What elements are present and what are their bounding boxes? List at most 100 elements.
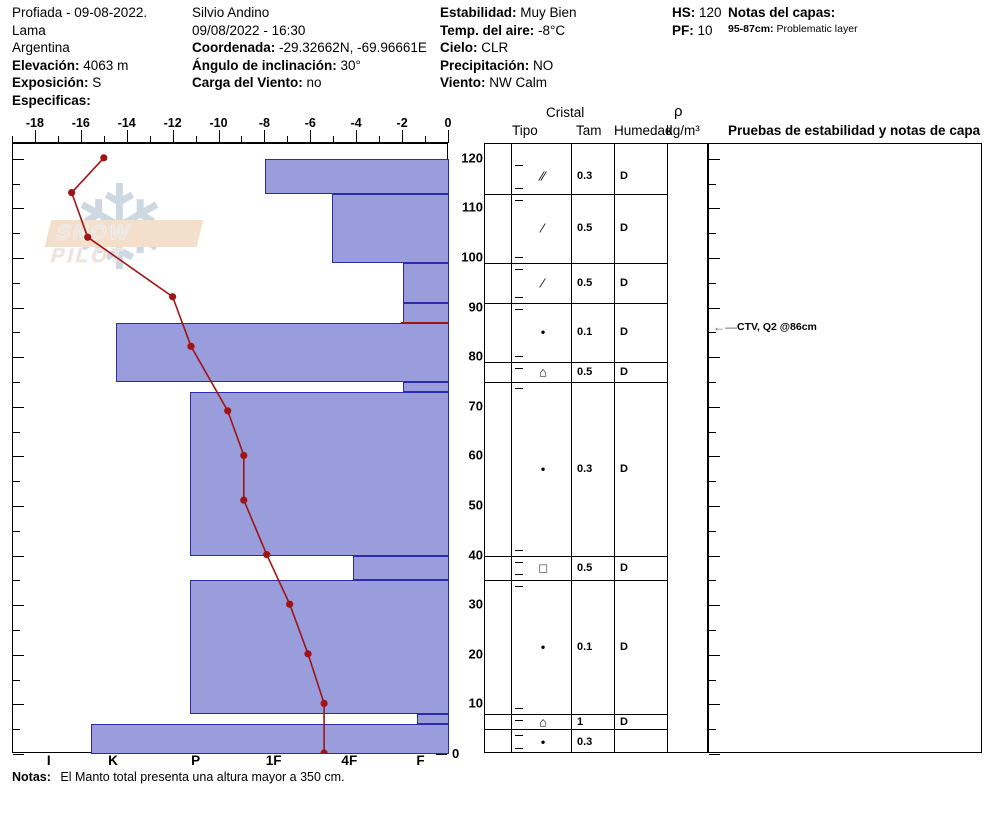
crystal-row-tick — [515, 586, 523, 588]
crystal-row-tick — [515, 356, 523, 358]
crystal-row-divider — [485, 555, 667, 557]
rounded-grains-icon: • — [540, 324, 546, 340]
temp-tick-minor — [149, 136, 151, 143]
hardness-label: F — [416, 753, 425, 768]
header-value: CLR — [477, 40, 509, 56]
temp-tick-minor — [12, 136, 13, 143]
temp-tick-major — [172, 130, 174, 143]
hardness-label: K — [108, 753, 118, 768]
faceted-crystals-icon: □ — [539, 560, 547, 576]
hardness-bar — [416, 714, 449, 725]
header-label: Temp. del aire: — [440, 22, 535, 38]
header-row: Lama — [12, 22, 190, 40]
header-label: HS: — [672, 5, 696, 20]
density-unit: kg/m³ — [666, 123, 700, 138]
crystal-row-tick — [515, 549, 523, 551]
depth-tick-minor — [13, 630, 20, 632]
header-label: Viento: — [440, 75, 486, 91]
temp-tick-major — [310, 130, 312, 143]
header-value: S — [88, 75, 102, 91]
header-value: NW Calm — [485, 75, 548, 91]
crystal-size: 0.3 — [577, 170, 593, 183]
weak-layer-marker — [400, 321, 449, 324]
footer-notes-label: Notas: — [12, 770, 51, 784]
header-value: 30° — [336, 57, 361, 73]
hardness-bar — [265, 158, 449, 194]
crystal-row-tick — [515, 561, 523, 563]
header-label: Elevación: — [12, 57, 80, 73]
decomposing-fragments-icon: ⁄⁄ — [540, 168, 546, 184]
hardness-bar — [331, 193, 449, 263]
depth-tick-major — [13, 258, 24, 260]
temp-tick-label: -6 — [304, 116, 316, 130]
crystal-row-divider — [485, 729, 667, 731]
depth-tick-minor — [13, 332, 20, 334]
depth-tick-major — [13, 456, 24, 458]
crystal-row-tick — [515, 368, 523, 370]
depth-zero-label: 0 — [452, 746, 460, 761]
crystal-row-divider — [485, 714, 667, 716]
crystal-row-tick — [515, 199, 523, 201]
depth-label: 20 — [468, 646, 483, 662]
crystal-table: ⁄⁄ 0.3 D ⁄ 0.5 D ⁄ 0.5 D • 0.1 D ⌂ 0.5 D • 0.3 D □ 0.5 D • 0.1… — [484, 143, 668, 753]
stability-tick-minor — [709, 282, 716, 284]
hardness-bar — [189, 580, 449, 715]
layer-note: 95-87cm: Problematic layer — [728, 22, 994, 36]
header-label: Coordenada: — [192, 40, 276, 56]
header-row: Coordenada: -29.32662N, -69.96661E — [192, 39, 432, 57]
header-label: Carga del Viento: — [192, 75, 303, 91]
depth-tick-major — [13, 158, 24, 160]
stability-tick-minor — [709, 580, 716, 582]
crystal-wetness: D — [620, 562, 628, 575]
crystal-size: 1 — [577, 715, 584, 728]
temp-tick-major — [34, 130, 36, 143]
depth-tick-major — [13, 605, 24, 607]
crystal-table-divider — [511, 144, 512, 752]
crystal-size: 0.3 — [577, 462, 593, 475]
depth-tick-major — [13, 754, 24, 755]
temperature-axis-line — [12, 142, 448, 143]
header-value: Silvio Andino — [192, 5, 270, 20]
crystal-size: 0.5 — [577, 276, 593, 289]
header-label: PF: — [672, 22, 694, 38]
stability-tick-major — [709, 654, 720, 656]
hardness-bar — [189, 391, 449, 556]
temp-tick-major — [80, 130, 82, 143]
stability-tick-minor — [709, 729, 716, 731]
temp-tick-label: -8 — [258, 116, 270, 130]
stability-tick-major — [709, 754, 720, 755]
depth-tick-minor — [13, 282, 20, 284]
header-column-conditions: Estabilidad: Muy Bien Temp. del aire: -8°… — [440, 4, 577, 92]
crystal-wetness: D — [620, 326, 628, 339]
header-value: Profiada - 09-08-2022. — [12, 5, 148, 20]
crystal-size: 0.5 — [577, 562, 593, 575]
temp-tick-label: -18 — [25, 116, 44, 130]
header-row: Estabilidad: Muy Bien — [440, 4, 577, 22]
stability-test-arrow-icon: ←— — [713, 320, 737, 335]
temp-tick-minor — [379, 136, 381, 143]
header-row: Viento: NW Calm — [440, 74, 550, 92]
crystal-row-divider — [485, 263, 667, 265]
header-value: 10 — [693, 22, 713, 38]
depth-label: 70 — [468, 398, 483, 414]
crystal-row-tick — [515, 735, 523, 737]
temp-tick-label: 0 — [444, 116, 452, 130]
depth-tick-minor — [13, 729, 20, 731]
stability-panel: ←— CTV, Q2 @86cm — [708, 143, 982, 755]
depth-tick-major — [13, 506, 24, 508]
rounded-grains-icon: • — [540, 461, 546, 477]
header-label: Cielo: — [440, 40, 478, 56]
crystal-row-tick — [515, 748, 523, 749]
crystal-wetness: D — [620, 222, 628, 235]
depth-tick-minor — [13, 183, 20, 185]
crystal-row-tick — [515, 574, 523, 576]
crystal-row-tick — [515, 257, 523, 259]
rounded-grains-icon: • — [540, 734, 546, 750]
stability-tick-major — [709, 406, 720, 408]
hardness-bar — [352, 555, 449, 581]
depth-tick-minor — [13, 481, 20, 483]
layer-notes-title: Notas del capas: — [728, 5, 836, 20]
crystal-row-tick — [515, 308, 523, 310]
hardness-label: I — [46, 753, 51, 768]
header-column-layer-notes: Notas del capas: 95-87cm: Problematic la… — [728, 4, 994, 36]
